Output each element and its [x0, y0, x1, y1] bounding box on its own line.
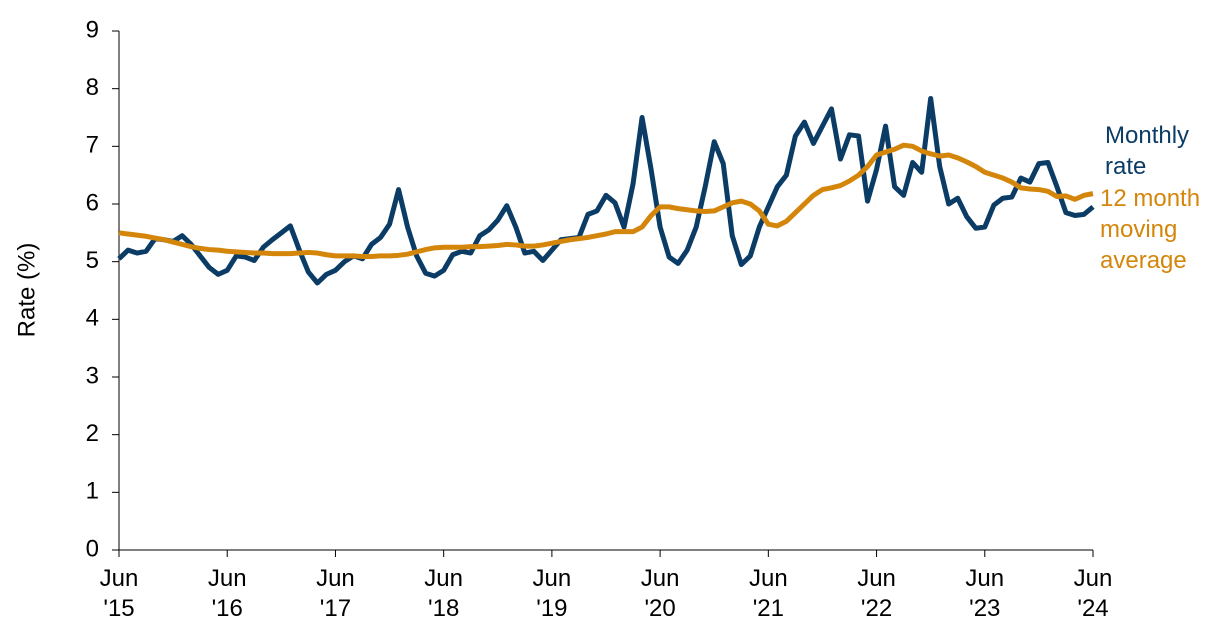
y-tick-label: 6 — [86, 189, 99, 216]
x-tick-label: Jun '15 — [99, 565, 139, 622]
y-tick-label: 3 — [86, 362, 99, 389]
legend-label: 12 month moving average — [1100, 185, 1201, 274]
x-tick-label: Jun '22 — [857, 565, 896, 622]
x-tick-label: Jun '21 — [748, 565, 788, 622]
y-axis-label: Rate (%) — [13, 243, 40, 338]
x-tick-label: Jun '17 — [316, 565, 355, 622]
y-tick-label: 8 — [86, 74, 99, 101]
y-tick-label: 0 — [86, 535, 99, 562]
series-line — [117, 95, 1095, 286]
y-tick-label: 5 — [86, 247, 99, 274]
x-tick-label: Jun '16 — [207, 565, 247, 622]
y-tick-label: 4 — [86, 305, 99, 332]
legend-label: Monthly rate — [1105, 122, 1190, 180]
x-tick-label: Jun '20 — [640, 565, 680, 622]
y-tick-label: 2 — [86, 420, 99, 447]
series-line — [118, 142, 1094, 259]
x-tick-label: Jun '24 — [1073, 565, 1113, 622]
x-tick-label: Jun '23 — [965, 565, 1005, 622]
x-tick-label: Jun '18 — [424, 565, 463, 622]
y-tick-label: 1 — [86, 478, 99, 505]
y-tick-label: 7 — [86, 132, 99, 159]
x-tick-label: Jun '19 — [532, 565, 572, 622]
y-tick-label: 9 — [86, 16, 99, 43]
